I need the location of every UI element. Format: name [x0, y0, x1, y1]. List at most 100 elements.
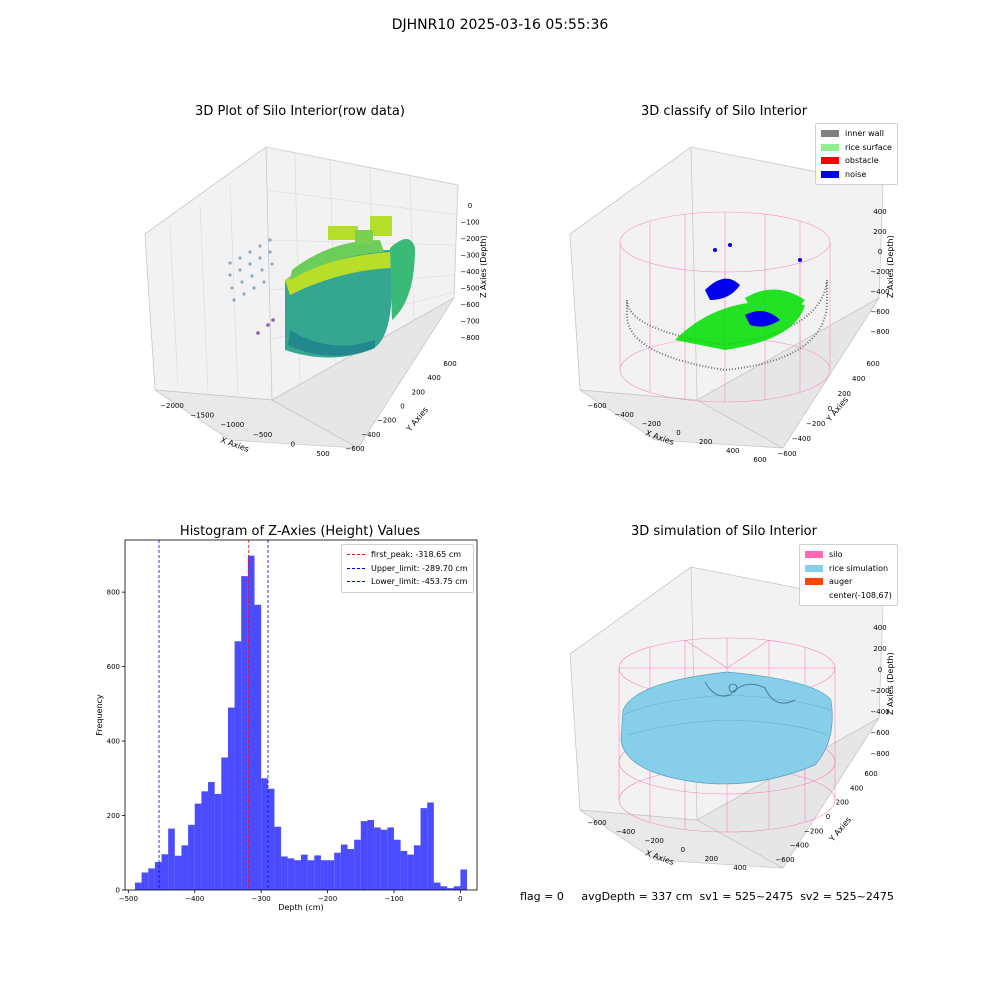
histogram-bar: [427, 802, 434, 890]
histogram-x-tick-label: −400: [185, 895, 204, 903]
panel1-z-tick-label: −100: [460, 219, 479, 227]
panel1-title: 3D Plot of Silo Interior(row data): [195, 104, 405, 119]
histogram-bar: [440, 886, 448, 890]
panel4-x-ticks: −600 −400 −200 0 200 400: [587, 819, 746, 872]
histogram-bar: [400, 850, 408, 890]
histogram-bar: [247, 555, 255, 890]
panel1-y-tick-label: 400: [427, 374, 440, 382]
histogram-bar: [241, 576, 248, 890]
histogram-y-tick-label: 800: [107, 589, 120, 597]
panel4-z-tick-label: −400: [870, 708, 889, 716]
panel2-legend: inner wall rice surface obstacle noise: [815, 123, 898, 185]
legend-label: rice surface: [845, 142, 892, 152]
histogram-bar: [281, 856, 288, 890]
histogram-y-tick-label: 0: [116, 887, 120, 895]
histogram-lines: [158, 540, 269, 890]
panel4-x-tick-label: −600: [587, 819, 606, 827]
histogram-x-tick-label: −200: [318, 895, 337, 903]
panel2-y-tick-label: −400: [792, 435, 811, 443]
panel2-x-tick-label: −600: [587, 402, 606, 410]
panel4-legend: silo rice simulation auger center(-108,67): [799, 544, 898, 606]
panel4-x-tick-label: −200: [645, 837, 664, 845]
histogram-bar: [261, 778, 268, 890]
histogram-bar: [174, 855, 182, 890]
histogram-bar: [367, 820, 375, 890]
panel1-x-tick-label: −1500: [190, 412, 214, 420]
panel4-y-tick-label: 400: [850, 784, 863, 792]
histogram-bar: [413, 845, 421, 890]
legend-item: auger: [805, 575, 892, 589]
panel2-z-tick-label: −600: [870, 308, 889, 316]
panel1-x-tick-label: −1000: [221, 421, 245, 429]
histogram-legend-item: first_peak: -318.65 cm: [347, 548, 468, 562]
panel1-z-tick-label: −300: [460, 252, 479, 260]
legend-line-swatch: [347, 581, 365, 583]
histogram-bar: [314, 855, 321, 890]
panel4-x-tick-label: −400: [616, 828, 635, 836]
legend-label: inner wall: [845, 129, 885, 138]
histogram-title: Histogram of Z-Axies (Height) Values: [179, 524, 421, 539]
panel4-x-tick-label: 0: [681, 846, 685, 854]
histogram-bar: [168, 828, 175, 890]
histogram-bar: [393, 839, 401, 890]
histogram-x-tick-label: 0: [458, 895, 462, 903]
panel2-z-tick-label: −400: [870, 288, 889, 296]
histogram-bar: [354, 839, 361, 890]
panel1-y-tick-label: 600: [443, 360, 456, 368]
histogram-bar: [214, 793, 222, 890]
histogram-ylabel: Frequency: [95, 694, 104, 736]
panel1-z-tick-label: −200: [460, 235, 479, 243]
panel1-z-tick-label: −800: [460, 334, 479, 342]
histogram-bar: [374, 827, 381, 890]
legend-line-swatch: [347, 554, 365, 556]
histogram-bar: [201, 791, 209, 890]
histogram-bar: [320, 860, 328, 890]
panel4-y-tick-label: −400: [790, 842, 809, 850]
histogram-bar: [161, 854, 169, 890]
histogram-bar: [407, 854, 414, 890]
histogram-bar: [447, 888, 454, 890]
panel1-x-ticks: −2000 −1500 −1000 −500 0 500: [160, 402, 330, 458]
panel2-z-tick-label: 0: [878, 248, 882, 256]
legend-label: rice simulation: [829, 563, 889, 573]
panel2-x-tick-label: 0: [676, 429, 680, 437]
histogram-y-tick-label: 200: [107, 812, 120, 820]
legend-swatch: [805, 551, 823, 559]
panel2-y-tick-label: 600: [866, 360, 879, 368]
panel2-noise: [705, 243, 802, 327]
panel4-y-tick-label: −200: [804, 827, 823, 835]
panel1-x-tick-label: 0: [291, 440, 295, 448]
panel2-y-tick-label: 0: [828, 405, 832, 413]
histogram-bar: [227, 707, 235, 890]
panel1-z-tick-label: 0: [468, 202, 472, 210]
panel2-title: 3D classify of Silo Interior: [640, 104, 808, 119]
panel4-z-ticks: 400 200 0 −200 −400 −600 −800: [870, 624, 889, 758]
legend-swatch: [821, 157, 839, 165]
histogram-bar: [460, 869, 468, 890]
histogram-x-ticks: −500 −400 −300 −200 −100 0: [119, 890, 463, 903]
histogram-bar: [420, 808, 428, 890]
panel2-z-ticks: 400 200 0 −200 −400 −600 −800: [870, 208, 889, 336]
legend-label: auger: [829, 577, 853, 586]
panel2-z-tick-label: 200: [873, 228, 886, 236]
histogram-bar: [301, 854, 308, 890]
legend-item: noise: [821, 168, 892, 182]
panel2-y-tick-label: −600: [777, 450, 796, 458]
legend-item: obstacle: [821, 154, 892, 168]
legend-label: obstacle: [845, 156, 879, 165]
panel4-x-tick-label: 400: [733, 864, 746, 872]
histogram-bar: [181, 845, 189, 890]
histogram-bar: [154, 862, 162, 890]
panel4-title: 3D simulation of Silo Interior: [631, 524, 817, 539]
panel2-x-tick-label: 200: [699, 438, 712, 446]
legend-swatch: [821, 143, 839, 151]
histogram-xlabel: Depth (cm): [278, 903, 323, 912]
legend-swatch: [805, 564, 823, 572]
legend-item: center(-108,67): [805, 589, 892, 603]
panel1-z-ticks: 0 −100 −200 −300 −400 −500 −600 −700 −800: [460, 202, 479, 342]
histogram-bar: [188, 824, 195, 890]
legend-label: Upper_limit: -289.70 cm: [371, 563, 468, 573]
